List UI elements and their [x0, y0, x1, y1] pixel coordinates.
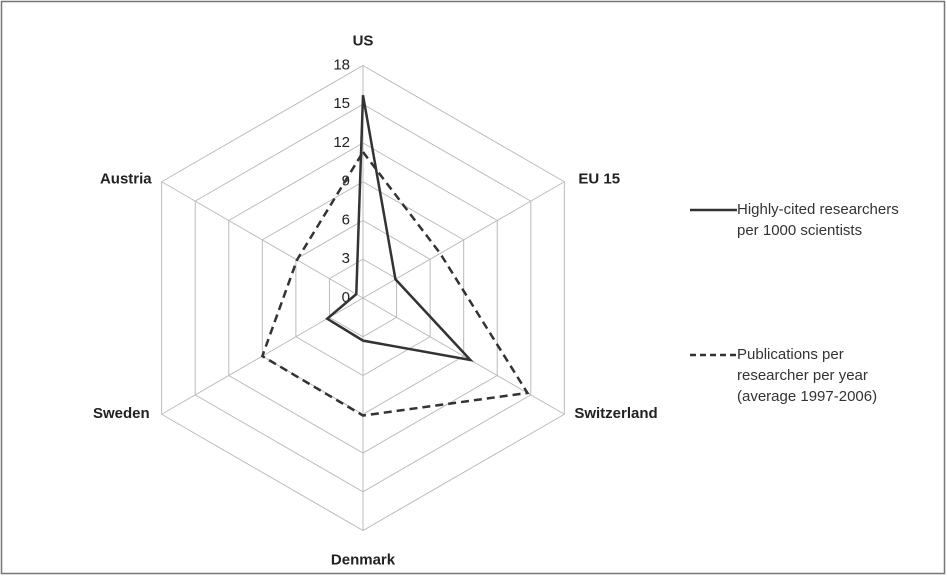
r-tick-label: 0 [342, 289, 350, 306]
category-label: Denmark [331, 551, 396, 568]
category-label: US [353, 32, 374, 49]
series-line [325, 94, 474, 362]
category-label: Austria [100, 171, 152, 188]
category-label: Sweden [93, 405, 150, 422]
legend-entry: Publications per researcher per year (av… [737, 346, 878, 405]
legend-label: Highly-cited researchers per 1000 scient… [737, 201, 899, 239]
spoke [161, 181, 364, 299]
r-tick-label: 6 [342, 211, 350, 228]
r-tick-label: 3 [342, 250, 350, 267]
series-line [260, 149, 530, 417]
legend-entry: Highly-cited researchers per 1000 scient… [737, 201, 899, 239]
r-tick-label: 18 [333, 56, 350, 73]
category-label: Switzerland [574, 405, 657, 422]
legend-label: Publications per researcher per year (av… [737, 346, 878, 405]
category-label: EU 15 [578, 171, 620, 188]
r-tick-label: 15 [333, 95, 350, 112]
spoke [362, 297, 565, 415]
r-tick-label: 12 [333, 134, 350, 151]
